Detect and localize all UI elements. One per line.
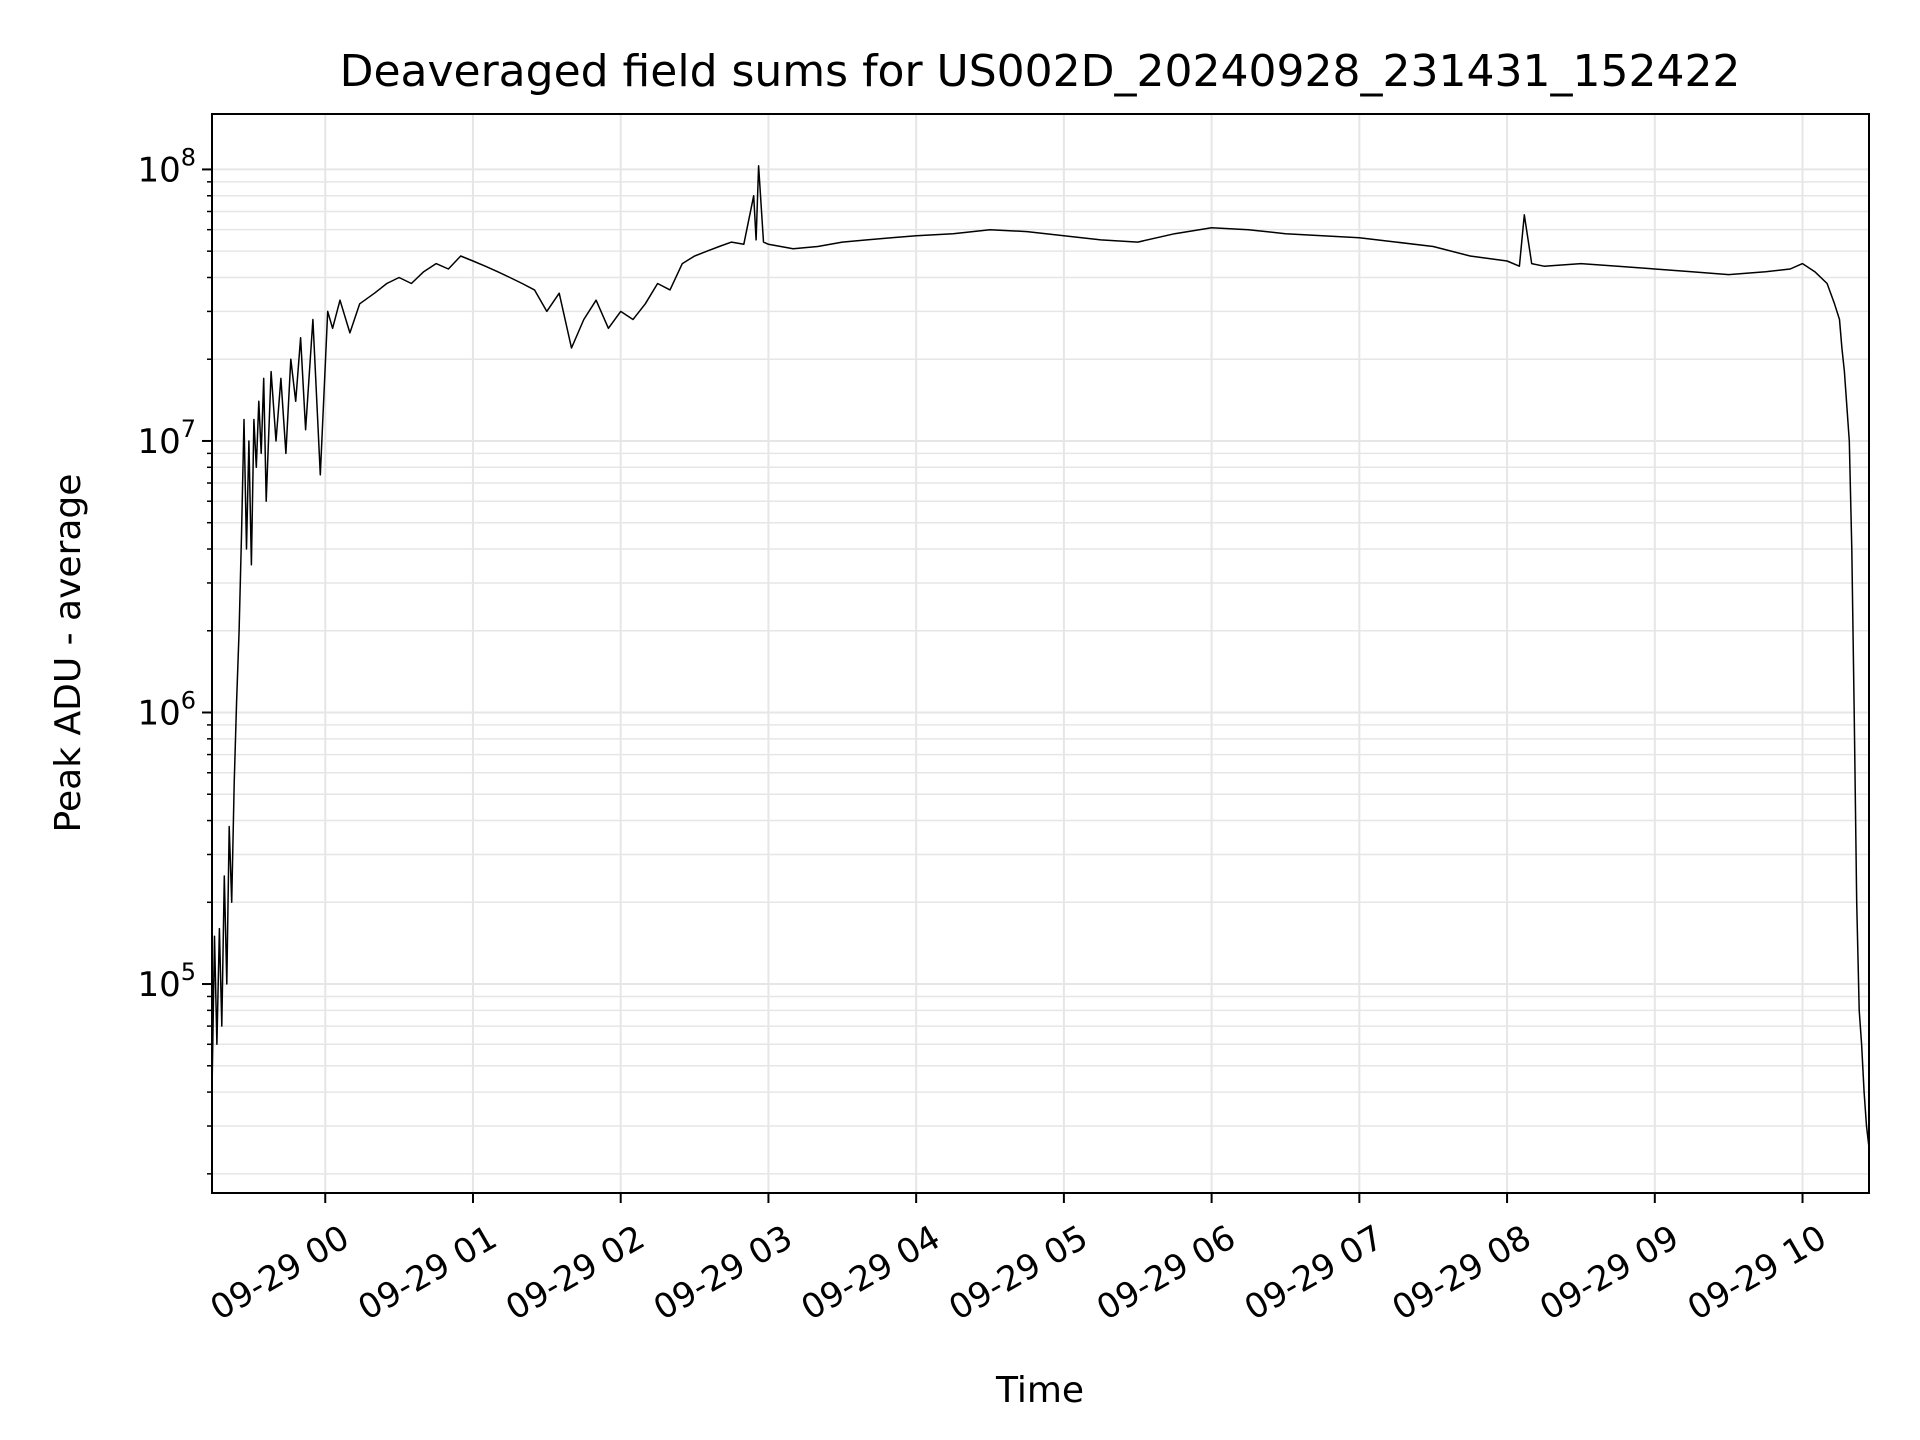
y-tick-label: 107: [137, 415, 196, 462]
y-tick-label: 106: [137, 687, 196, 734]
y-tick-label: 105: [137, 958, 196, 1005]
y-tick-label: 108: [137, 143, 196, 190]
y-axis-ticks: 105 106 107 108: [137, 143, 212, 1175]
minor-gridlines: [212, 181, 1869, 1175]
major-gridlines: [212, 114, 1869, 1193]
x-axis-title: Time: [995, 1370, 1084, 1411]
y-axis-title: Peak ADU - average: [48, 474, 89, 833]
chart-title: Deaveraged field sums for US002D_2024092…: [340, 46, 1741, 97]
plot-frame: [211, 113, 1870, 1194]
series-line: [211, 165, 1870, 1148]
